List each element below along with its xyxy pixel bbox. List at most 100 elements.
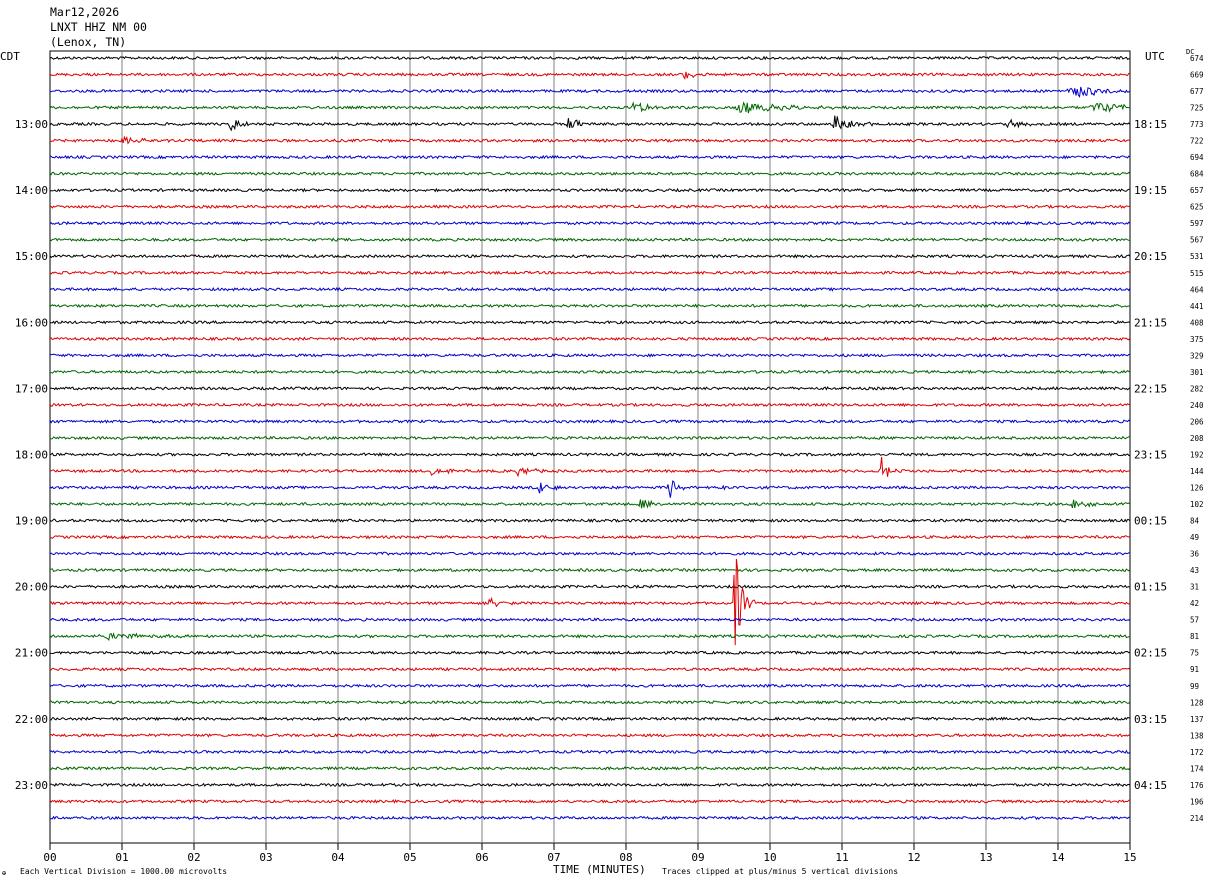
dc-offset-label: 137	[1190, 715, 1204, 724]
footer-corner-mark: ✠	[2, 869, 7, 877]
dc-offset-label: 138	[1190, 731, 1204, 740]
trace-line	[49, 683, 1131, 689]
x-tick-label: 03	[259, 851, 272, 864]
trace-line	[49, 270, 1131, 276]
dc-offset-label: 42	[1190, 599, 1199, 608]
right-hour-label: 20:15	[1134, 250, 1167, 263]
dc-offset-label: 75	[1190, 649, 1199, 658]
dc-offset-label: 91	[1190, 665, 1199, 674]
dc-offset-label: 329	[1190, 351, 1204, 360]
right-hour-label: 21:15	[1134, 316, 1167, 329]
left-hour-label: 14:00	[15, 184, 48, 197]
x-axis-title: TIME (MINUTES)	[553, 863, 646, 876]
trace-line	[49, 86, 1131, 98]
x-tick-label: 01	[115, 851, 128, 864]
left-hour-label: 20:00	[15, 581, 48, 594]
x-tick-label: 04	[331, 851, 345, 864]
trace-line	[49, 456, 1130, 478]
dc-offset-label: 144	[1190, 467, 1204, 476]
right-hour-label: 23:15	[1134, 448, 1167, 461]
trace-line	[49, 154, 1131, 160]
trace-line	[49, 650, 1131, 656]
x-tick-label: 06	[475, 851, 488, 864]
x-tick-label: 11	[835, 851, 848, 864]
dc-offset-label: 464	[1190, 285, 1204, 294]
dc-offset-label: 677	[1190, 87, 1204, 96]
trace-line	[49, 518, 1131, 523]
dc-offset-label: 31	[1190, 583, 1199, 592]
dc-offset-label: 725	[1190, 104, 1204, 113]
trace-line	[49, 187, 1131, 193]
right-hour-label: 03:15	[1134, 713, 1167, 726]
x-tick-label: 12	[907, 851, 920, 864]
trace-line	[49, 220, 1131, 226]
trace-line	[49, 369, 1131, 375]
trace-line	[49, 135, 1131, 145]
trace-line	[49, 115, 1131, 132]
dc-offset-label: 674	[1190, 54, 1204, 63]
trace-line	[50, 617, 1131, 622]
left-hour-label: 23:00	[15, 779, 48, 792]
dc-offset-label: 282	[1190, 384, 1204, 393]
dc-offset-label: 597	[1190, 219, 1204, 228]
right-hour-label: 22:15	[1134, 382, 1167, 395]
x-tick-label: 05	[403, 851, 416, 864]
dc-offset-label: 531	[1190, 252, 1204, 261]
right-hour-label: 04:15	[1134, 779, 1167, 792]
trace-line	[49, 435, 1130, 441]
x-tick-label: 00	[43, 851, 56, 864]
right-hour-label: 19:15	[1134, 184, 1167, 197]
dc-offset-label: 567	[1190, 236, 1204, 245]
trace-line	[49, 402, 1131, 408]
dc-offset-label: 240	[1190, 401, 1204, 410]
trace-line	[49, 766, 1131, 771]
x-tick-label: 08	[619, 851, 632, 864]
dc-offset-label: 206	[1190, 417, 1204, 426]
left-hour-label: 19:00	[15, 515, 48, 528]
trace-line	[49, 286, 1131, 292]
trace-line	[49, 551, 1131, 556]
dc-offset-header: DC	[1186, 48, 1195, 56]
right-hour-label: 00:15	[1134, 515, 1167, 528]
trace-line	[49, 732, 1131, 738]
header-location: (Lenox, TN)	[50, 35, 127, 49]
trace-line	[49, 815, 1131, 821]
left-hour-label: 21:00	[15, 647, 48, 660]
x-tick-label: 14	[1051, 851, 1065, 864]
trace-line	[49, 419, 1131, 424]
trace-line	[49, 666, 1131, 672]
trace-line	[49, 632, 1131, 641]
left-timezone-label: CDT	[0, 50, 20, 63]
dc-offset-label: 57	[1190, 616, 1199, 625]
dc-offset-label: 174	[1190, 764, 1204, 773]
trace-line	[49, 101, 1131, 114]
trace-line	[49, 480, 1131, 498]
dc-offset-label: 625	[1190, 203, 1204, 212]
right-hour-label: 02:15	[1134, 647, 1167, 660]
right-hour-label: 18:15	[1134, 118, 1167, 131]
trace-line	[49, 204, 1131, 209]
x-tick-label: 07	[547, 851, 560, 864]
trace-line	[49, 253, 1131, 259]
trace-line	[49, 336, 1131, 342]
trace-line	[49, 352, 1131, 358]
trace-line	[49, 749, 1131, 755]
trace-line	[49, 386, 1131, 391]
right-timezone-label: UTC	[1145, 50, 1165, 63]
trace-line	[49, 55, 1131, 61]
x-tick-label: 09	[691, 851, 704, 864]
dc-offset-label: 657	[1190, 186, 1204, 195]
trace-line	[49, 534, 1131, 540]
dc-offset-label: 694	[1190, 153, 1204, 162]
trace-line	[49, 716, 1131, 722]
trace-line	[49, 799, 1130, 804]
dc-offset-label: 669	[1190, 71, 1204, 80]
header-station: LNXT HHZ NM 00	[50, 20, 147, 34]
left-hour-label: 16:00	[15, 316, 48, 329]
dc-offset-label: 375	[1190, 335, 1204, 344]
dc-offset-label: 192	[1190, 450, 1204, 459]
trace-line	[49, 237, 1131, 243]
dc-offset-label: 84	[1190, 517, 1200, 526]
left-hour-label: 17:00	[15, 382, 48, 395]
x-tick-label: 15	[1123, 851, 1136, 864]
